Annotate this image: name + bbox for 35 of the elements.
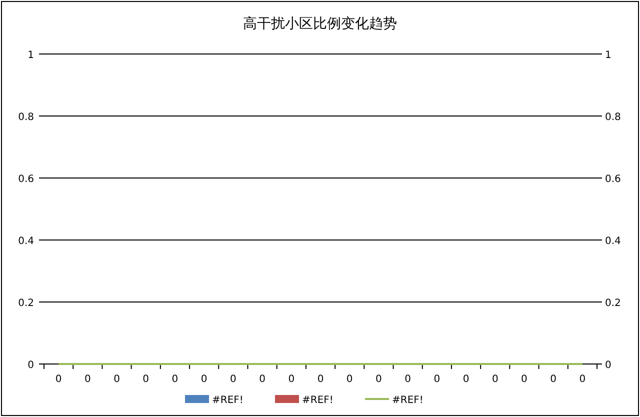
x-tick-label: 0	[346, 374, 353, 385]
legend-label: #REF!	[212, 395, 244, 406]
x-tick-label: 0	[521, 374, 528, 385]
x-tick-label: 0	[172, 374, 178, 385]
x-tick-label: 0	[492, 374, 498, 385]
y2-tick-label: 0.8	[605, 112, 621, 123]
y2-tick-label: 1	[605, 50, 612, 61]
x-tick-label: 0	[376, 374, 382, 385]
x-tick-label: 0	[317, 374, 324, 385]
x-tick-label: 0	[462, 374, 470, 385]
x-tick-label: 0	[55, 374, 62, 385]
x-tick-label: 0	[114, 374, 120, 385]
legend-label: #REF!	[392, 395, 424, 406]
legend-label: #REF!	[302, 395, 334, 406]
y-tick-label: 0.6	[18, 174, 34, 185]
y2-tick-label: 0.6	[605, 174, 621, 185]
x-tick-label: 0	[434, 374, 440, 385]
x-tick-label: 0	[288, 374, 295, 385]
y-tick-label: 0.4	[18, 236, 34, 247]
x-tick-label: 0	[142, 374, 150, 385]
x-tick-label: 0	[200, 374, 208, 385]
x-tick-label: 0	[550, 374, 557, 385]
x-tick-label: 0	[230, 374, 236, 385]
y-tick-label: 0.2	[18, 298, 34, 309]
y-tick-label: 0.8	[18, 112, 34, 123]
x-tick-label: 0	[84, 374, 91, 385]
y2-tick-label: 0	[605, 360, 612, 371]
x-tick-label: 0	[404, 374, 412, 385]
y-tick-label: 1	[28, 50, 34, 61]
title: 高干扰小区比例变化趋势	[243, 16, 397, 32]
x-tick-label: 0	[259, 374, 266, 385]
y-tick-label: 0	[28, 360, 34, 371]
y2-tick-label: 0.2	[605, 298, 621, 309]
y2-tick-label: 0.4	[605, 236, 621, 247]
x-tick-label: 0	[579, 374, 586, 385]
